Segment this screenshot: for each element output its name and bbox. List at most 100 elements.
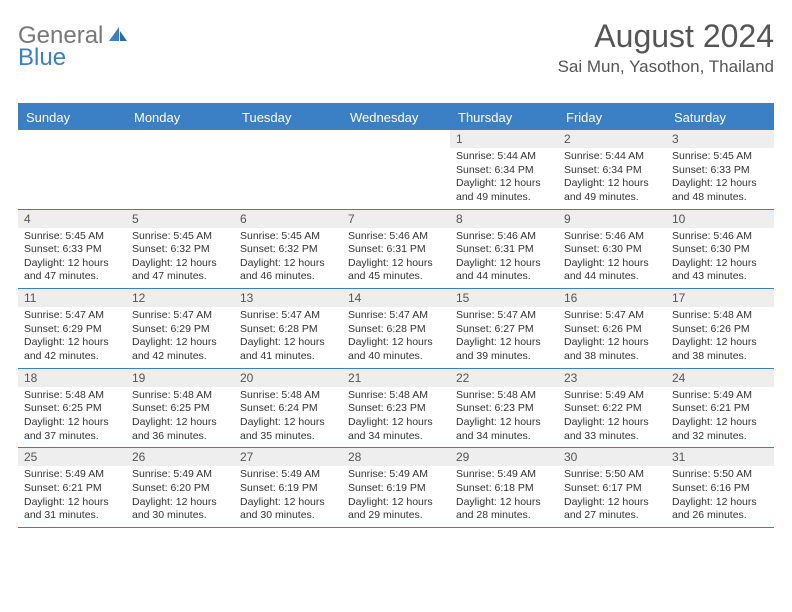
day-cell: Sunrise: 5:45 AMSunset: 6:32 PMDaylight:… [234, 228, 342, 289]
sunset-line: Sunset: 6:34 PM [564, 164, 660, 178]
daylight-line: Daylight: 12 hours and 49 minutes. [456, 177, 552, 204]
day-number: 22 [450, 369, 558, 387]
sunrise-line: Sunrise: 5:48 AM [240, 389, 336, 403]
day-number: 15 [450, 289, 558, 307]
day-number: 29 [450, 448, 558, 466]
day-cell: Sunrise: 5:48 AMSunset: 6:26 PMDaylight:… [666, 307, 774, 368]
sunset-line: Sunset: 6:28 PM [240, 323, 336, 337]
day-cell [126, 148, 234, 209]
title-location: Sai Mun, Yasothon, Thailand [558, 57, 774, 77]
daylight-line: Daylight: 12 hours and 34 minutes. [348, 416, 444, 443]
daylight-line: Daylight: 12 hours and 43 minutes. [672, 257, 768, 284]
daylight-line: Daylight: 12 hours and 27 minutes. [564, 496, 660, 523]
day-cell: Sunrise: 5:46 AMSunset: 6:30 PMDaylight:… [558, 228, 666, 289]
weekday-sunday: Sunday [18, 105, 126, 130]
day-number [126, 130, 234, 148]
day-number: 19 [126, 369, 234, 387]
sunset-line: Sunset: 6:31 PM [348, 243, 444, 257]
daylight-line: Daylight: 12 hours and 34 minutes. [456, 416, 552, 443]
day-cell: Sunrise: 5:50 AMSunset: 6:16 PMDaylight:… [666, 466, 774, 527]
week-row: 123Sunrise: 5:44 AMSunset: 6:34 PMDaylig… [18, 130, 774, 210]
daylight-line: Daylight: 12 hours and 38 minutes. [564, 336, 660, 363]
sunset-line: Sunset: 6:32 PM [132, 243, 228, 257]
daylight-line: Daylight: 12 hours and 47 minutes. [24, 257, 120, 284]
day-cell: Sunrise: 5:49 AMSunset: 6:18 PMDaylight:… [450, 466, 558, 527]
sunset-line: Sunset: 6:26 PM [564, 323, 660, 337]
sunrise-line: Sunrise: 5:49 AM [240, 468, 336, 482]
sunset-line: Sunset: 6:16 PM [672, 482, 768, 496]
sunrise-line: Sunrise: 5:47 AM [564, 309, 660, 323]
day-number: 18 [18, 369, 126, 387]
day-number [342, 130, 450, 148]
sunrise-line: Sunrise: 5:50 AM [672, 468, 768, 482]
daylight-line: Daylight: 12 hours and 41 minutes. [240, 336, 336, 363]
day-number: 10 [666, 210, 774, 228]
sunrise-line: Sunrise: 5:48 AM [456, 389, 552, 403]
day-number: 20 [234, 369, 342, 387]
day-cell: Sunrise: 5:48 AMSunset: 6:24 PMDaylight:… [234, 387, 342, 448]
day-number [234, 130, 342, 148]
sunset-line: Sunset: 6:34 PM [456, 164, 552, 178]
day-number: 9 [558, 210, 666, 228]
sunrise-line: Sunrise: 5:49 AM [348, 468, 444, 482]
sunrise-line: Sunrise: 5:44 AM [456, 150, 552, 164]
sunrise-line: Sunrise: 5:48 AM [24, 389, 120, 403]
sunrise-line: Sunrise: 5:44 AM [564, 150, 660, 164]
sunset-line: Sunset: 6:25 PM [132, 402, 228, 416]
sunrise-line: Sunrise: 5:47 AM [24, 309, 120, 323]
day-number: 11 [18, 289, 126, 307]
sunset-line: Sunset: 6:23 PM [456, 402, 552, 416]
sunset-line: Sunset: 6:27 PM [456, 323, 552, 337]
day-number: 26 [126, 448, 234, 466]
day-number: 21 [342, 369, 450, 387]
day-cell: Sunrise: 5:49 AMSunset: 6:22 PMDaylight:… [558, 387, 666, 448]
day-cell [18, 148, 126, 209]
day-cell: Sunrise: 5:49 AMSunset: 6:21 PMDaylight:… [18, 466, 126, 527]
sunset-line: Sunset: 6:33 PM [24, 243, 120, 257]
sunrise-line: Sunrise: 5:48 AM [348, 389, 444, 403]
weekday-wednesday: Wednesday [342, 105, 450, 130]
day-number: 7 [342, 210, 450, 228]
sunset-line: Sunset: 6:28 PM [348, 323, 444, 337]
sunset-line: Sunset: 6:19 PM [348, 482, 444, 496]
day-number: 24 [666, 369, 774, 387]
day-number: 5 [126, 210, 234, 228]
daylight-line: Daylight: 12 hours and 40 minutes. [348, 336, 444, 363]
sunset-line: Sunset: 6:30 PM [564, 243, 660, 257]
day-number: 25 [18, 448, 126, 466]
day-number: 16 [558, 289, 666, 307]
daylight-line: Daylight: 12 hours and 37 minutes. [24, 416, 120, 443]
daylight-line: Daylight: 12 hours and 35 minutes. [240, 416, 336, 443]
sunrise-line: Sunrise: 5:46 AM [348, 230, 444, 244]
title-month: August 2024 [558, 18, 774, 55]
daylight-line: Daylight: 12 hours and 38 minutes. [672, 336, 768, 363]
daylight-line: Daylight: 12 hours and 30 minutes. [240, 496, 336, 523]
sunset-line: Sunset: 6:24 PM [240, 402, 336, 416]
sunrise-line: Sunrise: 5:46 AM [564, 230, 660, 244]
sunrise-line: Sunrise: 5:45 AM [672, 150, 768, 164]
day-cell: Sunrise: 5:49 AMSunset: 6:20 PMDaylight:… [126, 466, 234, 527]
day-number: 31 [666, 448, 774, 466]
sunrise-line: Sunrise: 5:50 AM [564, 468, 660, 482]
day-number: 12 [126, 289, 234, 307]
weeks-container: 123Sunrise: 5:44 AMSunset: 6:34 PMDaylig… [18, 130, 774, 528]
day-number: 4 [18, 210, 126, 228]
week-row: 11121314151617Sunrise: 5:47 AMSunset: 6:… [18, 289, 774, 369]
sunrise-line: Sunrise: 5:45 AM [24, 230, 120, 244]
daylight-line: Daylight: 12 hours and 42 minutes. [24, 336, 120, 363]
sail-icon [107, 25, 129, 48]
sunrise-line: Sunrise: 5:48 AM [672, 309, 768, 323]
daylight-line: Daylight: 12 hours and 29 minutes. [348, 496, 444, 523]
sunrise-line: Sunrise: 5:49 AM [564, 389, 660, 403]
sunrise-line: Sunrise: 5:49 AM [24, 468, 120, 482]
daylight-line: Daylight: 12 hours and 33 minutes. [564, 416, 660, 443]
day-cell: Sunrise: 5:45 AMSunset: 6:32 PMDaylight:… [126, 228, 234, 289]
logo-text-blue: Blue [18, 44, 66, 71]
daylight-line: Daylight: 12 hours and 39 minutes. [456, 336, 552, 363]
sunset-line: Sunset: 6:23 PM [348, 402, 444, 416]
week-row: 25262728293031Sunrise: 5:49 AMSunset: 6:… [18, 448, 774, 528]
sunset-line: Sunset: 6:32 PM [240, 243, 336, 257]
sunrise-line: Sunrise: 5:45 AM [240, 230, 336, 244]
day-cell: Sunrise: 5:44 AMSunset: 6:34 PMDaylight:… [558, 148, 666, 209]
sunrise-line: Sunrise: 5:45 AM [132, 230, 228, 244]
